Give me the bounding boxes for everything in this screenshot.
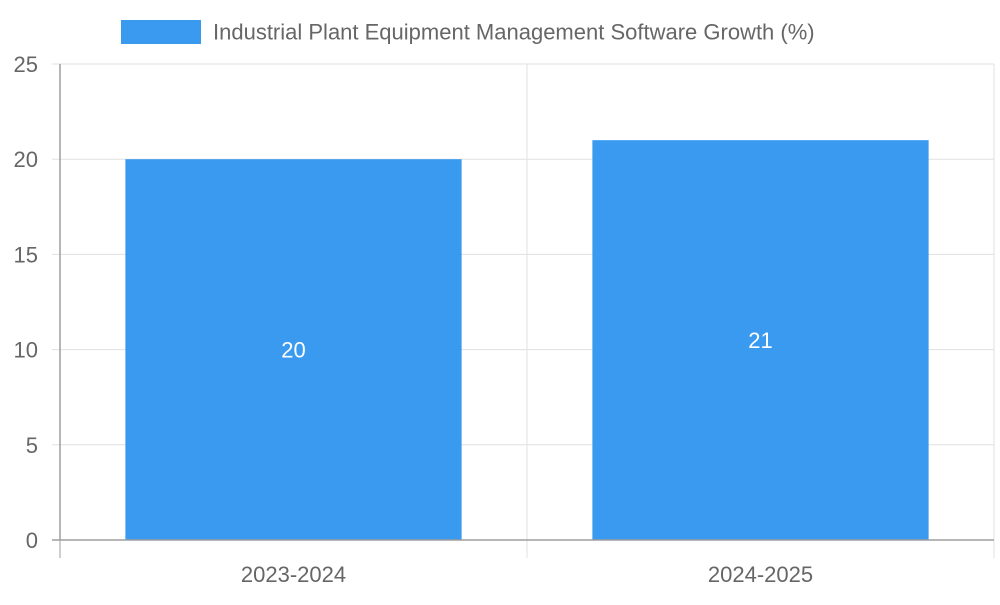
- bar-2023-2024[interactable]: [125, 159, 462, 540]
- y-tick-label: 15: [14, 242, 38, 267]
- data-label: 21: [748, 328, 772, 353]
- legend-swatch: [121, 20, 201, 44]
- x-tick-label: 2023-2024: [241, 562, 346, 587]
- legend[interactable]: Industrial Plant Equipment Management So…: [121, 20, 815, 45]
- y-tick-label: 5: [26, 433, 38, 458]
- y-tick-label: 0: [26, 528, 38, 553]
- data-label: 20: [281, 338, 305, 363]
- y-tick-label: 20: [14, 147, 38, 172]
- x-tick-label: 2024-2025: [708, 562, 813, 587]
- y-tick-label: 10: [14, 338, 38, 363]
- y-tick-label: 25: [14, 52, 38, 77]
- bar-2024-2025[interactable]: [592, 140, 929, 540]
- labels: 0 5 10 15 20 25 20 2023-2024 21 2024-2025: [14, 52, 814, 587]
- axes: [52, 63, 995, 558]
- legend-label: Industrial Plant Equipment Management So…: [213, 20, 815, 45]
- bars: [125, 140, 929, 540]
